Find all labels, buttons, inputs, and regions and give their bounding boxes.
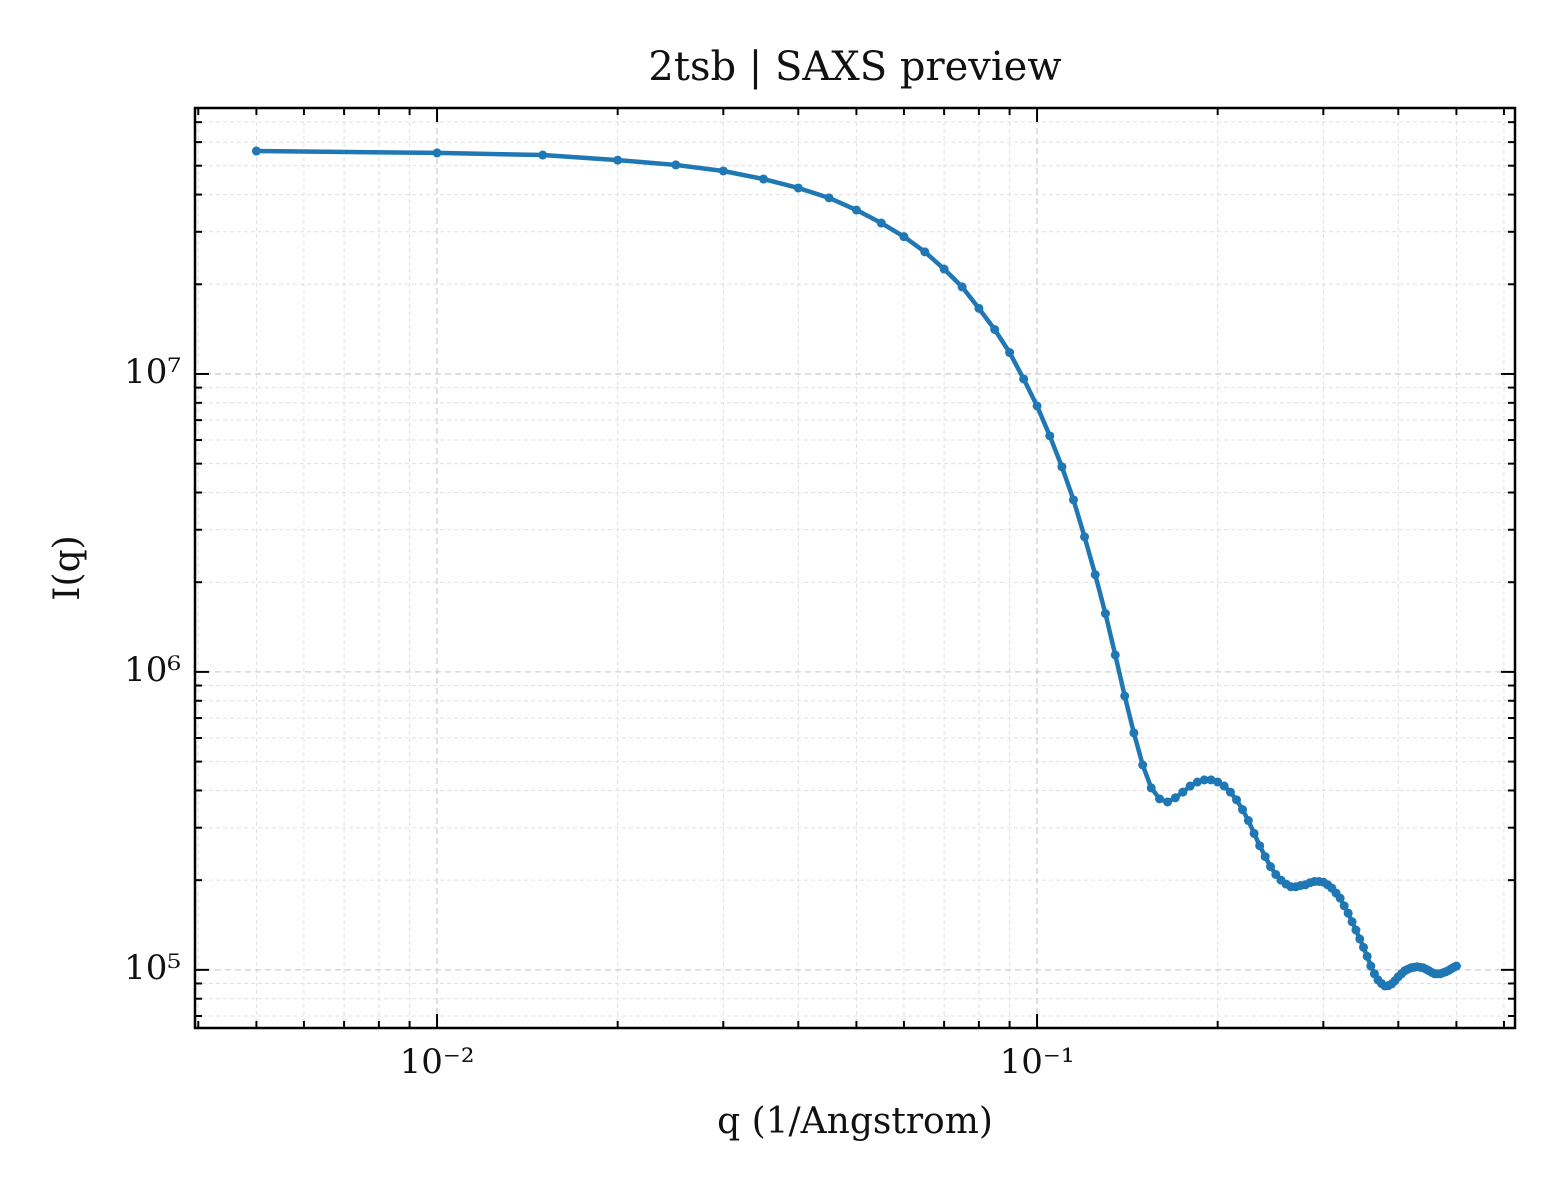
data-point <box>1339 901 1349 911</box>
data-point <box>990 325 1000 335</box>
data-point <box>793 183 803 193</box>
data-point <box>1266 862 1276 872</box>
data-point <box>1335 893 1345 903</box>
data-point <box>1170 793 1180 803</box>
data-point <box>876 218 886 228</box>
data-point <box>251 146 261 156</box>
data-point <box>1255 841 1265 851</box>
data-point <box>671 160 681 170</box>
data-point <box>974 303 984 313</box>
data-point <box>1019 374 1029 384</box>
x-tick-label: 10⁻² <box>400 1042 475 1082</box>
data-point <box>1057 462 1067 472</box>
data-point <box>1120 691 1130 701</box>
data-point <box>824 193 834 203</box>
data-point <box>920 247 930 257</box>
data-point <box>1155 794 1165 804</box>
data-point <box>1090 570 1100 580</box>
data-point <box>1351 925 1361 935</box>
data-point <box>1358 942 1368 952</box>
data-point <box>718 166 728 176</box>
x-axis-label: q (1/Angstrom) <box>717 1101 993 1142</box>
data-point <box>1260 852 1270 862</box>
data-point <box>1110 650 1120 660</box>
data-point <box>1213 777 1223 787</box>
y-tick-label: 10⁵ <box>124 948 181 988</box>
data-point <box>1146 783 1156 793</box>
data-point <box>1347 917 1357 927</box>
data-point <box>1451 961 1461 971</box>
data-point <box>851 205 861 215</box>
data-point <box>538 150 548 160</box>
data-point <box>1225 787 1235 797</box>
data-point <box>1366 961 1376 971</box>
x-tick-label: 10⁻¹ <box>1000 1042 1075 1082</box>
data-point <box>1068 495 1078 505</box>
data-point <box>1163 797 1173 807</box>
data-point <box>1249 828 1259 838</box>
data-point <box>1045 431 1055 441</box>
data-point <box>1129 728 1139 738</box>
data-point <box>957 282 967 292</box>
data-point <box>1271 869 1281 879</box>
data-point <box>1355 934 1365 944</box>
data-point <box>939 264 949 274</box>
data-point <box>1005 348 1015 358</box>
data-point <box>613 155 623 165</box>
data-point <box>899 232 909 242</box>
data-point <box>1238 805 1248 815</box>
plot-frame <box>193 106 1517 1030</box>
data-point <box>1343 908 1353 918</box>
y-tick-label: 10⁷ <box>124 352 181 392</box>
data-point <box>1080 532 1090 542</box>
data-point <box>1032 401 1042 411</box>
data-point <box>1192 777 1202 787</box>
data-point <box>758 174 768 184</box>
data-point <box>432 148 442 158</box>
data-point <box>1243 816 1253 826</box>
data-point <box>1219 781 1229 791</box>
data-point <box>1185 781 1195 791</box>
data-point <box>1178 787 1188 797</box>
data-point <box>1138 760 1148 770</box>
chart-title: 2tsb | SAXS preview <box>648 44 1061 90</box>
data-point <box>1100 609 1110 619</box>
data-point <box>1199 775 1209 785</box>
data-point <box>1362 951 1372 961</box>
y-axis-label: I(q) <box>47 535 88 600</box>
y-tick-label: 10⁶ <box>124 650 181 690</box>
data-point <box>1232 795 1242 805</box>
